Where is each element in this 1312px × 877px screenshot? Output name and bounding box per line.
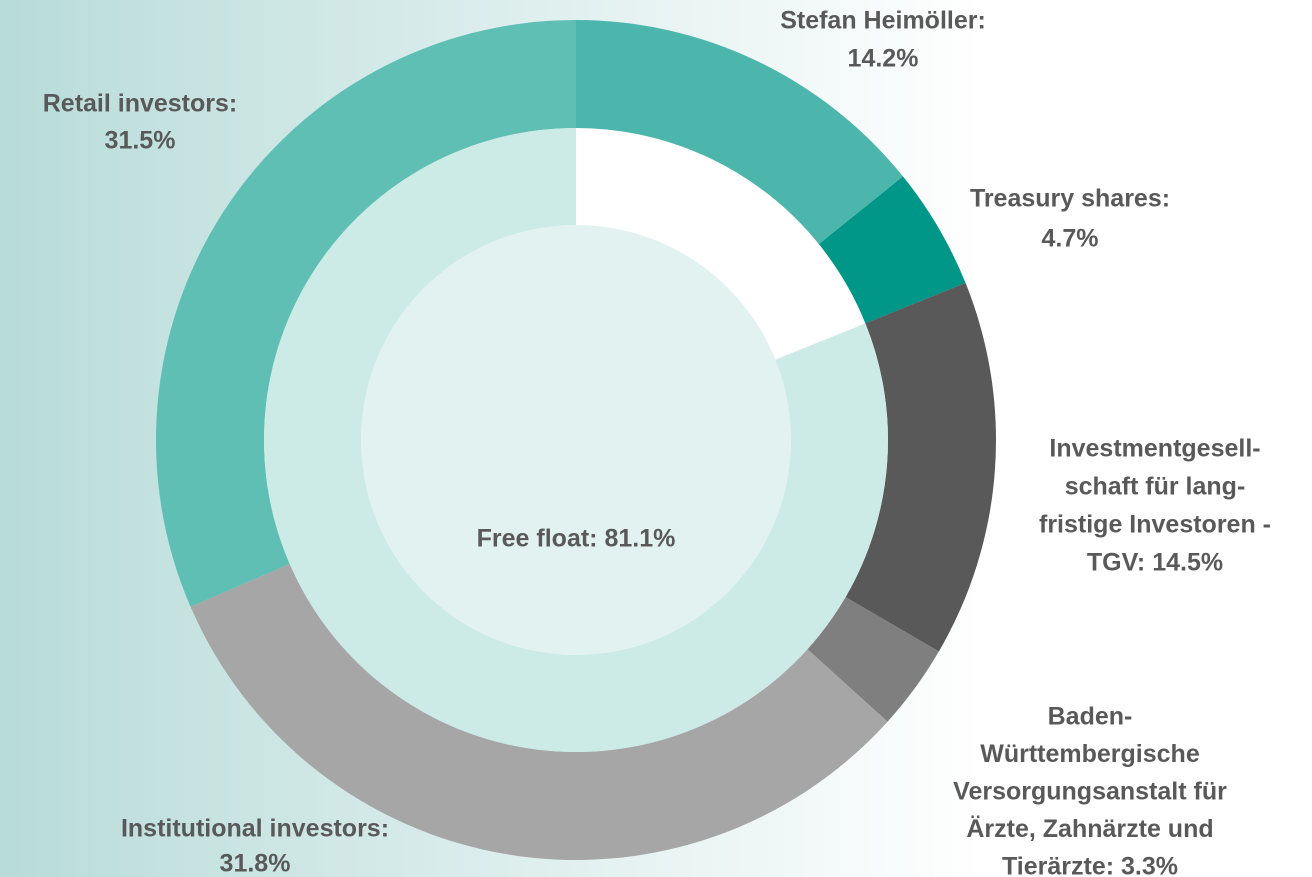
segment-label: fristige Investoren - [1039,511,1271,539]
segment-label: Baden- [1048,703,1133,731]
donut-segment [845,282,996,652]
segment-label: TGV: 14.5% [1087,549,1223,577]
segment-label: Treasury shares: [970,185,1170,213]
segment-label: 31.8% [220,850,291,877]
segment-label: Württembergische [980,740,1200,768]
segment-label: schaft für lang- [1065,473,1246,501]
donut-segment [190,563,888,861]
donut-segment [576,20,903,245]
segment-label: Retail investors: [43,90,238,118]
inner-segment [264,128,889,752]
segment-label: Investmentgesell- [1049,435,1260,463]
center-disc [361,225,791,655]
donut-segment [807,597,939,722]
donut-segment [818,176,966,324]
segment-label: 31.5% [105,127,176,155]
segment-label: Ärzte, Zahnärzte und [966,815,1213,843]
segment-label: Versorgungsanstalt für [953,778,1227,806]
segment-label: 14.2% [848,45,919,73]
segment-label: Stefan Heimöller: [780,7,986,35]
inner-label: Free float: 81.1% [477,525,676,553]
segment-label: Tierärzte: 3.3% [1002,853,1178,877]
segment-label: 4.7% [1042,225,1099,253]
donut-segment [155,20,576,607]
segment-label: Institutional investors: [121,815,389,843]
